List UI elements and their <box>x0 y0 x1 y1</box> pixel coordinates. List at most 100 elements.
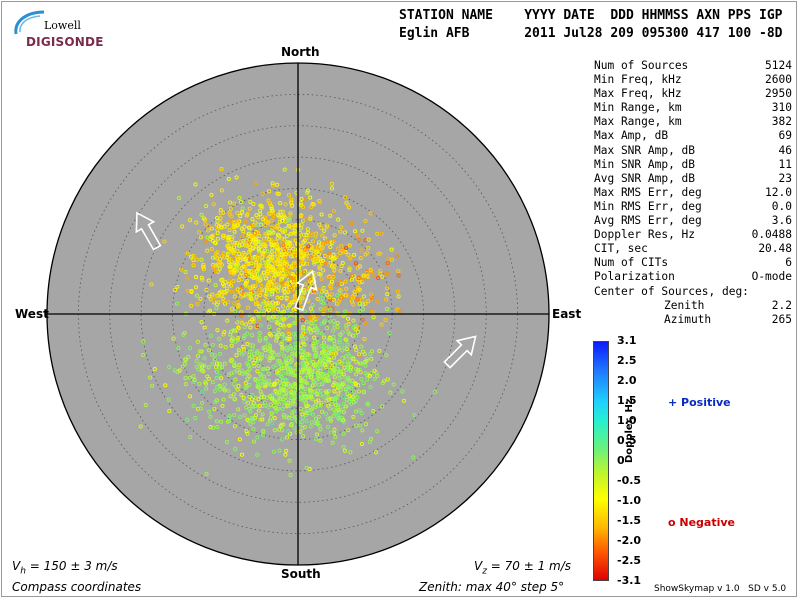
source-point <box>263 222 268 227</box>
source-point <box>356 383 361 388</box>
source-point <box>301 363 306 368</box>
source-point <box>264 298 269 303</box>
source-point <box>227 220 232 225</box>
source-point <box>277 380 282 385</box>
source-point <box>254 260 259 265</box>
source-point <box>327 357 332 362</box>
source-point <box>212 240 217 245</box>
source-point <box>271 213 276 218</box>
source-point <box>271 266 276 271</box>
source-point <box>248 409 253 414</box>
source-point <box>300 327 305 332</box>
source-point <box>256 317 262 322</box>
source-point <box>284 356 289 361</box>
source-point <box>257 262 263 267</box>
source-point <box>195 354 201 359</box>
source-point <box>292 224 297 229</box>
source-point <box>205 235 210 240</box>
source-point <box>380 274 385 279</box>
source-point <box>344 286 349 291</box>
source-point <box>303 386 308 391</box>
source-point <box>286 372 291 377</box>
source-point <box>348 450 353 455</box>
source-point <box>242 252 248 257</box>
stat-value: 46 <box>778 143 792 157</box>
source-point <box>345 342 350 347</box>
source-point <box>304 261 310 266</box>
source-point <box>308 315 313 320</box>
source-point <box>225 318 230 323</box>
source-point <box>177 368 182 373</box>
source-point <box>214 306 219 311</box>
source-point <box>332 263 337 268</box>
source-point <box>260 252 265 257</box>
source-point <box>269 242 274 248</box>
source-point <box>206 278 211 283</box>
source-point <box>319 225 324 230</box>
source-point <box>199 349 204 354</box>
source-point <box>320 245 325 250</box>
stat-value: 5124 <box>765 59 792 72</box>
source-point <box>347 332 352 337</box>
source-point <box>314 245 319 250</box>
source-point <box>204 287 209 292</box>
source-point <box>308 216 313 221</box>
source-point <box>327 416 333 421</box>
source-point <box>280 209 285 214</box>
source-point <box>283 252 288 257</box>
compass-east-label: East <box>552 307 582 321</box>
source-point <box>196 367 201 372</box>
source-point <box>279 422 284 427</box>
source-point <box>276 316 281 321</box>
source-point <box>320 296 325 301</box>
stat-row: Max Freq, kHz 2950 <box>594 87 792 101</box>
source-point <box>214 361 220 366</box>
source-point <box>287 303 292 308</box>
source-point <box>175 284 180 289</box>
source-point <box>391 382 396 387</box>
source-point <box>359 376 364 382</box>
source-point <box>202 239 207 244</box>
source-point <box>306 244 311 249</box>
source-point <box>289 254 294 259</box>
source-point <box>241 350 247 355</box>
source-point <box>268 355 274 360</box>
source-point <box>353 327 358 332</box>
source-point <box>209 246 214 251</box>
source-point <box>240 206 245 211</box>
source-point <box>152 367 157 372</box>
source-point <box>204 386 209 391</box>
source-point <box>353 344 358 349</box>
source-point <box>268 402 273 407</box>
source-point <box>162 239 167 244</box>
source-point <box>279 280 284 285</box>
source-point <box>355 266 361 271</box>
source-point <box>246 225 252 230</box>
source-point <box>357 301 362 306</box>
source-point <box>323 411 329 416</box>
colorbar-tick-label: -0.5 <box>617 474 642 487</box>
colorbar-tick-label: -1.0 <box>617 494 642 507</box>
source-point <box>255 435 260 440</box>
source-point <box>250 420 256 425</box>
source-point <box>299 196 304 202</box>
source-point <box>333 435 338 440</box>
source-point <box>252 377 258 382</box>
source-point <box>253 236 258 241</box>
source-point <box>337 288 342 293</box>
source-point <box>314 343 319 348</box>
source-point <box>210 342 215 348</box>
source-point <box>315 328 320 333</box>
source-point <box>260 367 265 372</box>
source-point <box>291 321 296 326</box>
source-point <box>236 383 241 388</box>
source-point <box>377 348 382 353</box>
source-point <box>237 195 242 200</box>
source-point <box>271 306 276 312</box>
source-point <box>241 395 246 400</box>
source-point <box>173 287 178 293</box>
stat-label: Zenith <box>664 298 705 312</box>
source-point <box>316 252 321 257</box>
colorbar-tick-label: -3.1 <box>617 574 642 587</box>
